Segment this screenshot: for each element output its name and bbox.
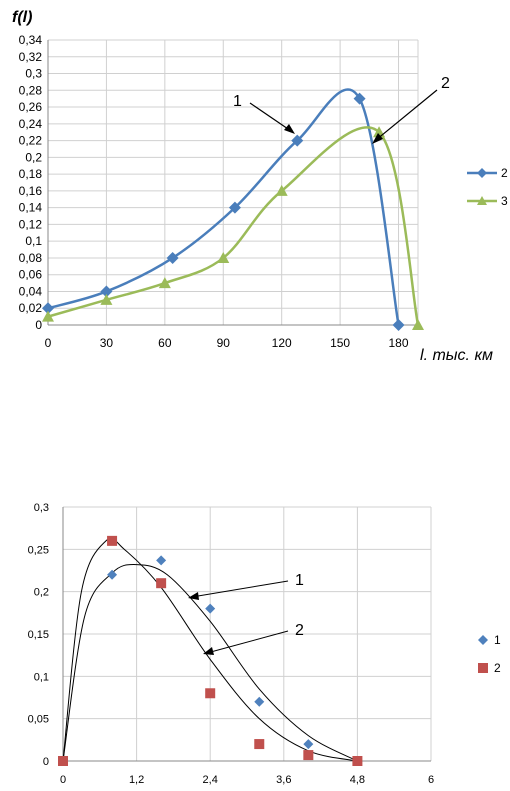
fit-curve-1: [62, 563, 358, 762]
y-tick-label: 0,15: [28, 629, 49, 641]
y-tick-label: 0,34: [19, 33, 43, 47]
chart-top: f(l) 0 0,02 0,04 0,06 0,08 0,1 0,12 0,14 0,16 0,18…: [12, 9, 508, 360]
y-tick-label: 0,05: [28, 714, 49, 726]
data-point-triangle: [217, 251, 230, 263]
legend-label: 2: [501, 166, 508, 180]
annotation-label-1: 1: [295, 572, 304, 589]
y-tick-label: 0,24: [19, 117, 43, 131]
data-point-diamond: [303, 739, 314, 750]
y-tick-label: 0,04: [19, 284, 43, 298]
annotation-arrowhead-2: [372, 133, 383, 144]
data-point-square: [352, 756, 363, 766]
y-tick-label: 0,08: [19, 251, 43, 265]
x-tick-label: 4,8: [350, 774, 365, 786]
annotation-arrowhead-1: [284, 124, 295, 134]
data-point-diamond: [228, 201, 241, 214]
annotation-arrow-1: [191, 580, 289, 598]
annotation-arrow-1: [249, 102, 292, 132]
legend-marker: [477, 196, 487, 205]
x-tick-label: 1,2: [129, 774, 144, 786]
annotation-label-2: 2: [295, 622, 304, 639]
legend-marker: [477, 168, 487, 178]
y-tick-label: 0,2: [25, 150, 42, 164]
data-point-square: [254, 739, 265, 750]
legend-marker: [478, 635, 488, 645]
data-point-diamond: [392, 319, 405, 331]
y-tick-label: 0,2: [34, 587, 49, 599]
x-tick-label: 6: [428, 774, 434, 786]
annotation-arrowhead-2: [203, 647, 214, 655]
x-tick-label: 150: [330, 336, 350, 350]
y-tick-label: 0,3: [34, 502, 49, 514]
y-tick-label: 0,22: [19, 134, 43, 148]
annotation-label-2: 2: [441, 75, 450, 92]
x-tick-label: 90: [217, 336, 231, 350]
data-point-triangle: [100, 293, 113, 305]
y-tick-label: 0: [35, 318, 42, 332]
data-point-diamond: [291, 134, 304, 147]
data-point-diamond: [42, 302, 54, 315]
annotation-label-1: 1: [233, 93, 242, 110]
data-point-triangle: [158, 277, 171, 289]
data-point-square: [205, 688, 216, 699]
y-tick-label: 0,28: [19, 83, 43, 97]
annotation-arrow-2: [206, 630, 289, 654]
y-tick-label: 0,18: [19, 167, 43, 181]
x-tick-label: 3,6: [276, 774, 291, 786]
legend-marker: [478, 663, 488, 673]
data-point-square: [156, 578, 167, 589]
data-point-diamond: [353, 92, 366, 105]
x-tick-label: 0: [60, 774, 66, 786]
y-axis-label: f(l): [12, 9, 32, 26]
data-point-diamond: [156, 555, 167, 566]
x-tick-label: 120: [272, 336, 292, 350]
data-point-triangle: [412, 319, 424, 330]
series-line-3: [47, 126, 420, 326]
y-tick-label: 0,16: [19, 184, 43, 198]
x-tick-label: 0: [45, 336, 52, 350]
data-point-square: [303, 750, 314, 761]
y-tick-label: 0: [43, 756, 49, 768]
legend-label: 3: [501, 194, 508, 208]
x-axis-label: l, тыс. км: [420, 347, 493, 360]
legend-label: 1: [494, 633, 501, 647]
y-tick-label: 0,1: [34, 671, 49, 683]
data-point-triangle: [275, 184, 288, 196]
y-tick-label: 0,3: [25, 67, 42, 81]
annotation-arrowhead-1: [188, 592, 199, 600]
x-tick-label: 180: [389, 336, 409, 350]
data-point-square: [107, 535, 118, 546]
x-tick-label: 60: [158, 336, 172, 350]
y-tick-label: 0,06: [19, 268, 43, 282]
data-point-diamond: [205, 603, 216, 614]
y-tick-label: 0,12: [19, 217, 43, 231]
x-tick-label: 30: [100, 336, 114, 350]
data-point-diamond: [166, 251, 179, 264]
y-tick-label: 0,25: [28, 544, 49, 556]
data-point-triangle: [42, 310, 54, 322]
annotation-arrow-2: [375, 89, 438, 141]
data-point-diamond: [107, 569, 118, 580]
legend-label: 2: [494, 661, 501, 675]
data-point-diamond: [254, 696, 265, 707]
y-tick-label: 0,02: [19, 301, 43, 315]
data-point-square: [58, 756, 68, 766]
y-tick-label: 0,32: [19, 50, 43, 64]
y-tick-label: 0,1: [25, 234, 42, 248]
series-line-2: [47, 88, 400, 326]
x-tick-label: 2,4: [203, 774, 218, 786]
y-tick-label: 0,14: [19, 201, 43, 215]
data-point-diamond: [100, 285, 113, 298]
y-tick-label: 0,26: [19, 100, 43, 114]
